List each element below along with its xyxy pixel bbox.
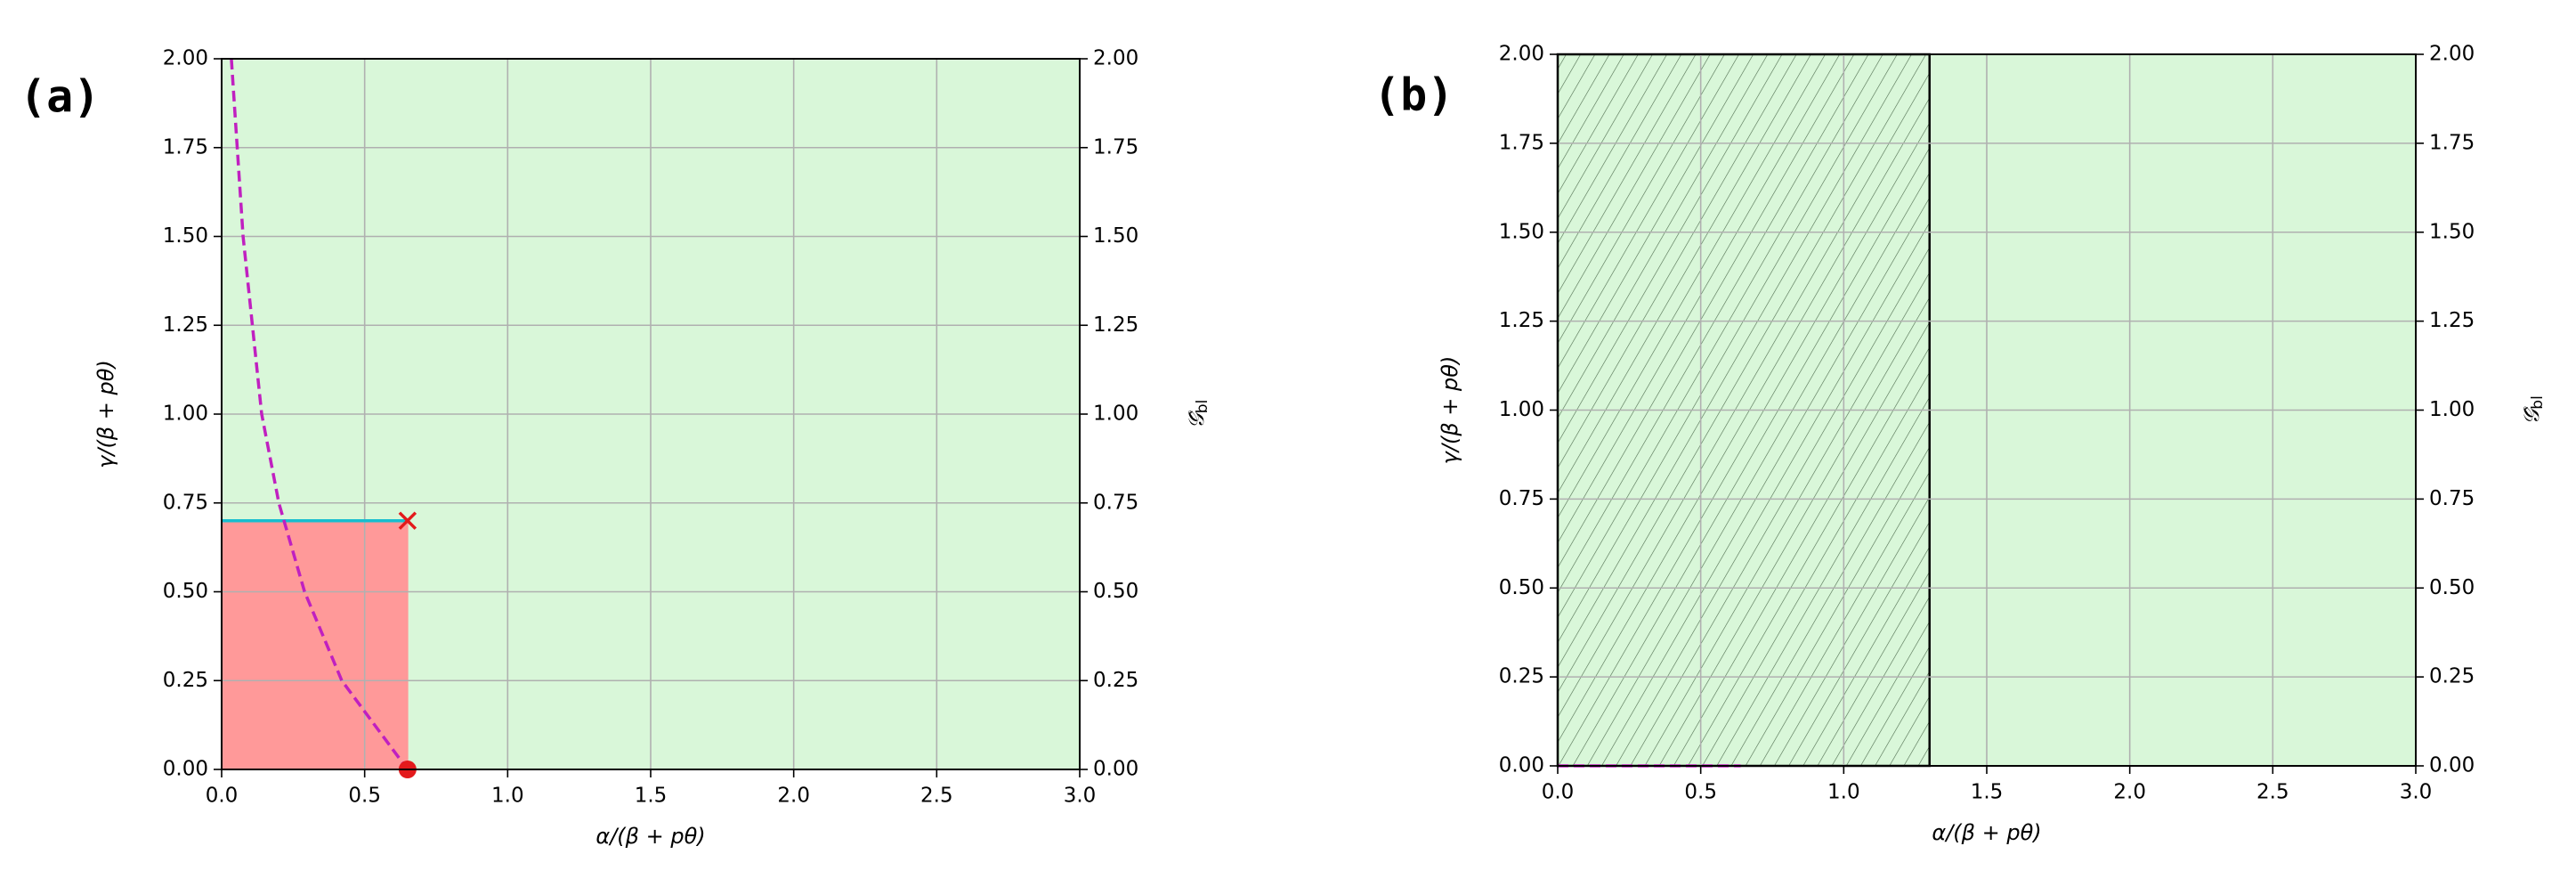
- y2-tick-label: 1.50: [2429, 220, 2475, 243]
- y-tick-label: 1.75: [163, 135, 208, 159]
- y-tick-label: 0.50: [1499, 576, 1544, 599]
- x-tick-label: 1.0: [491, 785, 524, 808]
- x-axis-label: α/(β + pθ): [1932, 820, 2041, 845]
- x-tick-label: 2.5: [2256, 781, 2289, 804]
- y2-tick-label: 0.25: [2429, 665, 2475, 688]
- y-tick-label: 0.00: [1499, 754, 1544, 777]
- y2-tick-label: 0.50: [1093, 580, 1138, 603]
- y2-tick-label: 1.50: [1093, 224, 1138, 248]
- y-tick-label: 1.50: [1499, 220, 1544, 243]
- y2-tick-label: 1.00: [2429, 398, 2475, 421]
- y-tick-label: 1.50: [163, 224, 208, 248]
- y-axis-label: γ/(β + pθ): [93, 360, 118, 468]
- panel: 0.0 0.5 1.0 1.5 2.0 2.5 3.0 0.00 0.25 0.50 0.75 1.0…: [1373, 43, 2547, 846]
- y2-axis-label-main: 𝒢̂: [2519, 406, 2544, 425]
- y2-tick-label: 1.00: [1093, 403, 1138, 426]
- y2-tick-label: 0.00: [1093, 758, 1138, 781]
- x-tick-label: 0.5: [1684, 781, 1717, 804]
- x-tick-label: 1.5: [1971, 781, 2004, 804]
- x-tick-label: 2.0: [2113, 781, 2146, 804]
- y2-tick-label: 0.25: [1093, 669, 1138, 692]
- panel: 0.0 0.5 1.0 1.5 2.0 2.5 3.0 0.00 0.25 0.50 0.75 1.0…: [20, 47, 1211, 850]
- y-tick-label: 0.25: [1499, 665, 1544, 688]
- y2-tick-label: 0.75: [1093, 491, 1138, 514]
- x-tick-label: 2.0: [777, 785, 810, 808]
- x-axis-label: α/(β + pθ): [595, 824, 705, 849]
- y-tick-label: 0.25: [163, 669, 208, 692]
- y2-tick-label: 1.75: [1093, 135, 1138, 159]
- y2-tick-label: 1.25: [2429, 309, 2475, 332]
- x-tick-label: 0.0: [1542, 781, 1575, 804]
- y2-tick-label: 2.00: [2429, 43, 2475, 66]
- panel-label: (a): [20, 71, 100, 123]
- marker: [398, 511, 417, 530]
- y2-tick-label: 1.75: [2429, 131, 2475, 154]
- y2-tick-label: 1.25: [1093, 313, 1138, 337]
- y2-axis-label-subscript: bl: [2529, 395, 2547, 410]
- line: [230, 58, 409, 771]
- x-tick-label: 0.0: [206, 785, 239, 808]
- y-tick-label: 2.00: [1499, 43, 1544, 66]
- x-tick-label: 3.0: [1064, 785, 1097, 808]
- panel-label: (b): [1373, 69, 1454, 121]
- y2-axis-label: 𝒢̂bl: [1184, 400, 1211, 429]
- x-tick-label: 1.5: [635, 785, 668, 808]
- y-axis-label: γ/(β + pθ): [1438, 356, 1462, 465]
- x-tick-label: 3.0: [2400, 781, 2433, 804]
- y2-axis-label: 𝒢̂bl: [2519, 395, 2547, 425]
- y2-tick-label: 0.75: [2429, 487, 2475, 510]
- y-tick-label: 1.00: [1499, 398, 1544, 421]
- y2-tick-label: 0.00: [2429, 754, 2475, 777]
- y-tick-label: 1.25: [1499, 309, 1544, 332]
- y-tick-label: 1.25: [163, 313, 208, 337]
- y2-tick-label: 2.00: [1093, 47, 1138, 70]
- y-tick-label: 2.00: [163, 47, 208, 70]
- y-tick-label: 1.75: [1499, 131, 1544, 154]
- y2-axis-label-main: 𝒢̂: [1184, 410, 1209, 428]
- y-tick-label: 0.00: [163, 758, 208, 781]
- y-tick-label: 0.75: [1499, 487, 1544, 510]
- x-tick-label: 0.5: [348, 785, 381, 808]
- y2-axis-label-subscript: bl: [1194, 400, 1211, 414]
- y2-tick-label: 0.50: [2429, 576, 2475, 599]
- y-tick-label: 0.50: [163, 580, 208, 603]
- y-tick-label: 1.00: [163, 403, 208, 426]
- x-tick-label: 2.5: [920, 785, 953, 808]
- y-tick-label: 0.75: [163, 491, 208, 514]
- x-tick-label: 1.0: [1827, 781, 1860, 804]
